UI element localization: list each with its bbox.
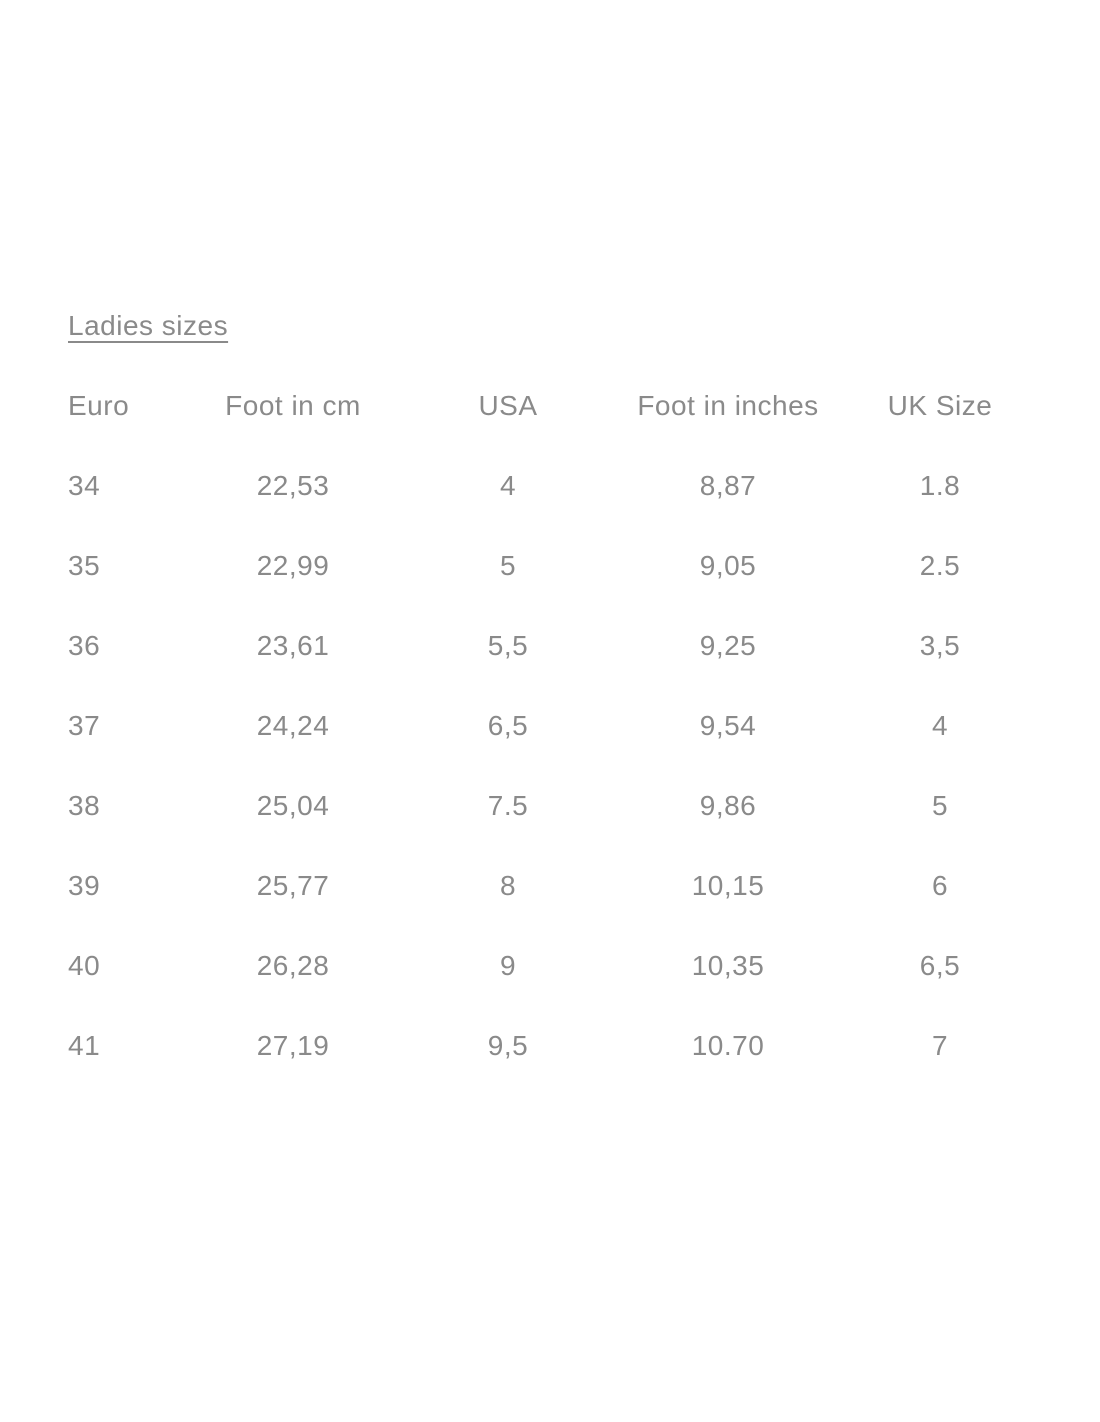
cell-uk-size: 6,5 — [919, 950, 961, 981]
cell-foot-inches: 8,87 — [699, 470, 757, 501]
cell-usa: 8 — [499, 870, 517, 901]
table-row: 35 22,99 5 9,05 2.5 — [68, 526, 1032, 606]
cell-euro: 35 — [68, 550, 101, 581]
cell-euro: 38 — [68, 790, 101, 821]
cell-usa: 5 — [499, 550, 517, 581]
cell-foot-cm: 22,53 — [256, 470, 330, 501]
cell-euro: 37 — [68, 710, 101, 741]
cell-foot-cm: 22,99 — [256, 550, 330, 581]
cell-uk-size: 5 — [931, 790, 949, 821]
cell-foot-cm: 26,28 — [256, 950, 330, 981]
column-header-foot-cm: Foot in cm — [225, 390, 361, 421]
table-row: 38 25,04 7.5 9,86 5 — [68, 766, 1032, 846]
cell-usa: 5,5 — [487, 630, 529, 661]
table-row: 39 25,77 8 10,15 6 — [68, 846, 1032, 926]
table-row: 37 24,24 6,5 9,54 4 — [68, 686, 1032, 766]
cell-foot-cm: 23,61 — [256, 630, 330, 661]
cell-usa: 9,5 — [487, 1030, 529, 1061]
cell-euro: 34 — [68, 470, 101, 501]
cell-uk-size: 2.5 — [919, 550, 961, 581]
cell-usa: 9 — [499, 950, 517, 981]
table-head: Euro Foot in cm USA Foot in inches UK Size — [68, 366, 1032, 446]
table-row: 36 23,61 5,5 9,25 3,5 — [68, 606, 1032, 686]
table-header-row: Euro Foot in cm USA Foot in inches UK Size — [68, 366, 1032, 446]
cell-usa: 4 — [499, 470, 517, 501]
column-header-euro: Euro — [68, 390, 130, 421]
cell-usa: 7.5 — [487, 790, 529, 821]
cell-euro: 36 — [68, 630, 101, 661]
cell-euro: 40 — [68, 950, 101, 981]
cell-foot-inches: 9,05 — [699, 550, 757, 581]
cell-uk-size: 7 — [931, 1030, 949, 1061]
cell-foot-inches: 10.70 — [691, 1030, 765, 1061]
cell-uk-size: 6 — [931, 870, 949, 901]
column-header-usa: USA — [478, 390, 538, 421]
cell-euro: 39 — [68, 870, 101, 901]
ladies-sizes-table: Euro Foot in cm USA Foot in inches UK Size 3… — [68, 366, 1032, 1086]
table-row: 34 22,53 4 8,87 1.8 — [68, 446, 1032, 526]
cell-foot-cm: 25,04 — [256, 790, 330, 821]
cell-uk-size: 4 — [931, 710, 949, 741]
cell-foot-inches: 9,86 — [699, 790, 757, 821]
cell-foot-inches: 9,54 — [699, 710, 757, 741]
cell-usa: 6,5 — [487, 710, 529, 741]
column-header-foot-inches: Foot in inches — [637, 390, 819, 421]
table-row: 40 26,28 9 10,35 6,5 — [68, 926, 1032, 1006]
column-header-uk-size: UK Size — [887, 390, 993, 421]
page-title: Ladies sizes — [68, 310, 229, 341]
cell-foot-cm: 24,24 — [256, 710, 330, 741]
cell-foot-cm: 25,77 — [256, 870, 330, 901]
cell-uk-size: 3,5 — [919, 630, 961, 661]
cell-foot-cm: 27,19 — [256, 1030, 330, 1061]
table-body: 34 22,53 4 8,87 1.8 35 22,99 5 9,05 2.5 36 23,61 5,5… — [68, 446, 1032, 1086]
size-guide-section: Ladies sizes Euro Foot in cm USA Foot in in… — [68, 286, 1032, 1086]
cell-uk-size: 1.8 — [919, 470, 961, 501]
cell-foot-inches: 10,35 — [691, 950, 765, 981]
cell-euro: 41 — [68, 1030, 101, 1061]
cell-foot-inches: 9,25 — [699, 630, 757, 661]
table-row: 41 27,19 9,5 10.70 7 — [68, 1006, 1032, 1086]
cell-foot-inches: 10,15 — [691, 870, 765, 901]
